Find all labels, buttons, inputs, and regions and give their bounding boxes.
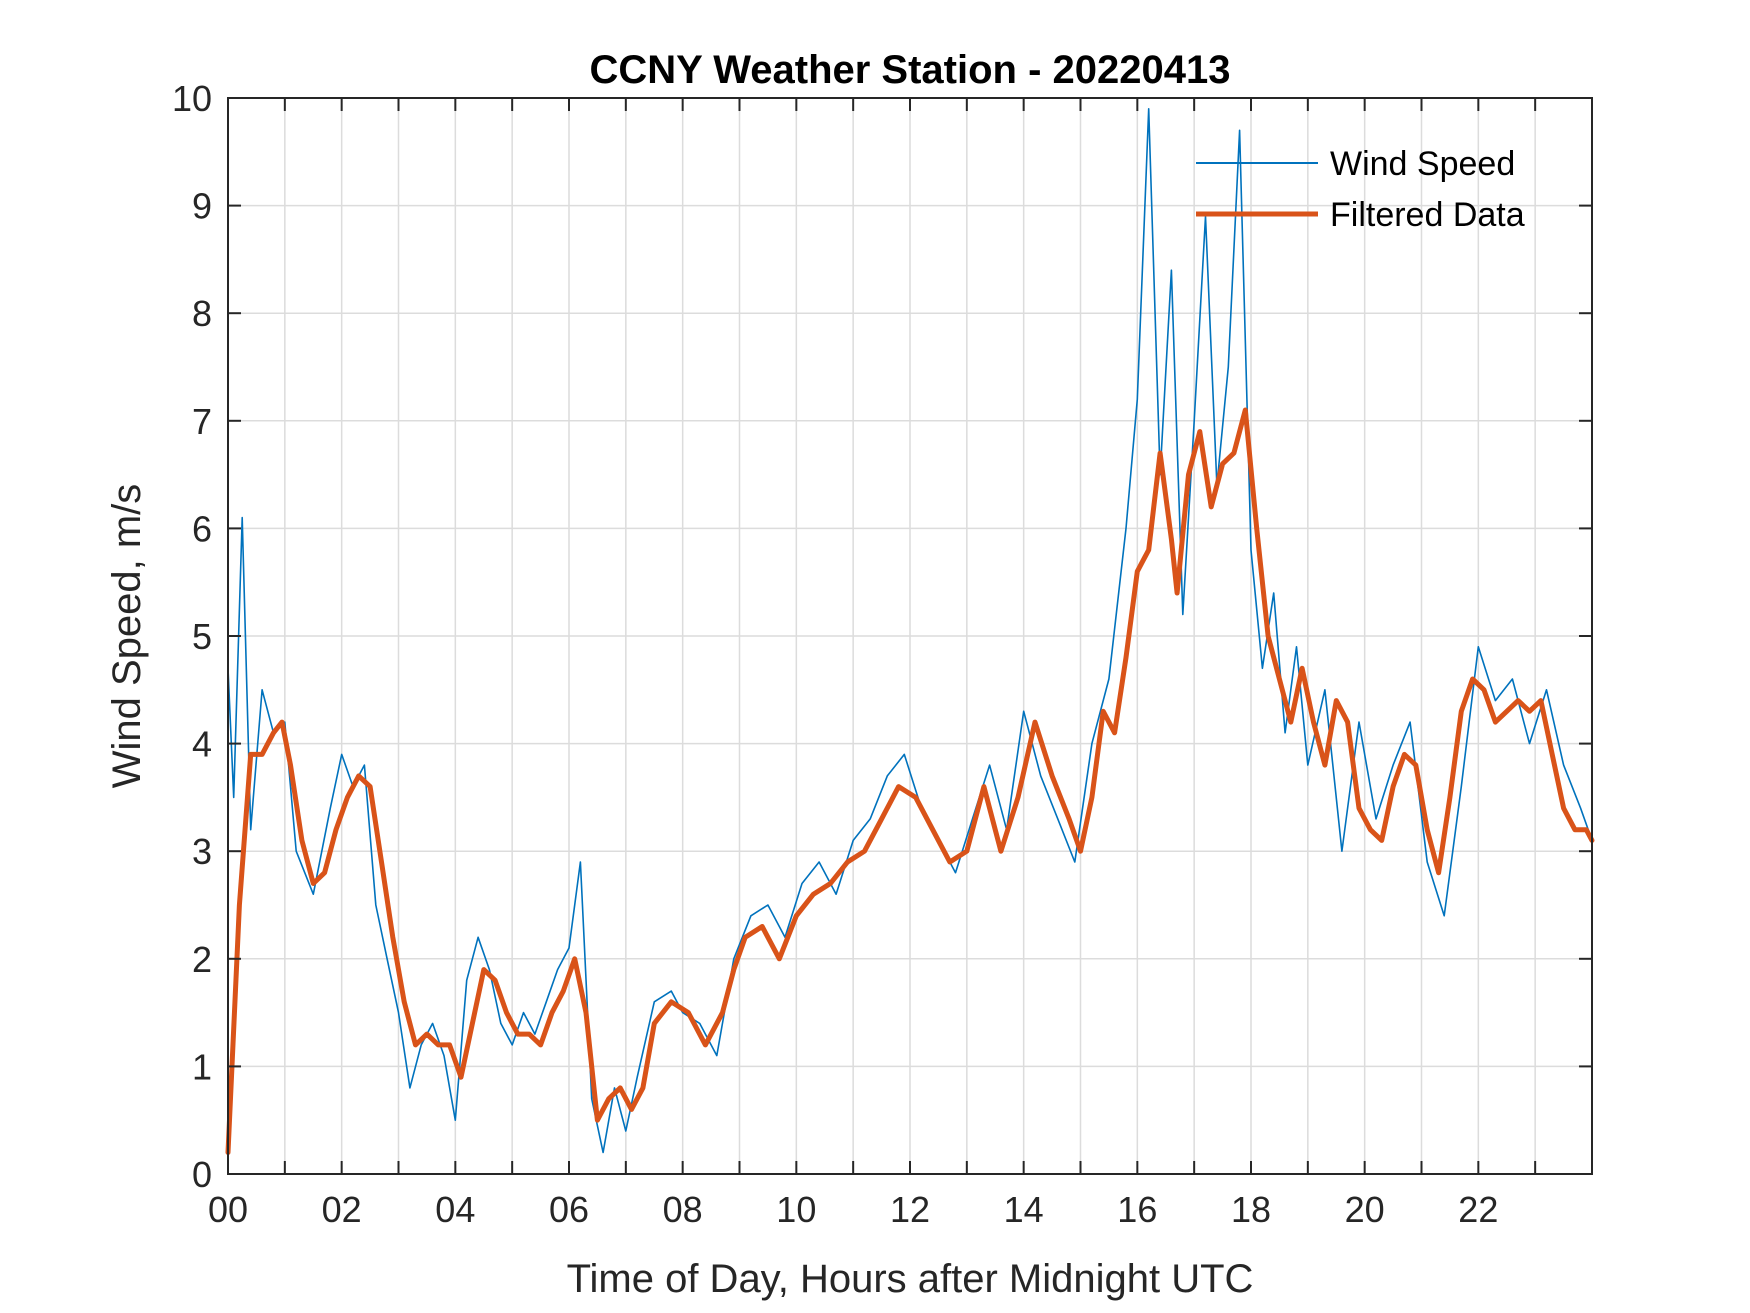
y-tick-label: 4: [192, 724, 212, 765]
y-tick-label: 2: [192, 939, 212, 980]
x-tick-label: 10: [776, 1189, 816, 1230]
y-tick-label: 3: [192, 831, 212, 872]
x-tick-label: 14: [1004, 1189, 1044, 1230]
series-group: [225, 108, 1595, 1155]
series-line-wind-speed: [227, 108, 1593, 1154]
y-tick-label: 9: [192, 186, 212, 227]
y-tick-label: 1: [192, 1046, 212, 1087]
y-tick-label: 8: [192, 293, 212, 334]
x-tick-label: 08: [663, 1189, 703, 1230]
x-tick-label: 22: [1458, 1189, 1498, 1230]
x-tick-label: 12: [890, 1189, 930, 1230]
x-tick-label: 02: [322, 1189, 362, 1230]
x-tick-label: 00: [208, 1189, 248, 1230]
x-tick-label: 04: [435, 1189, 475, 1230]
legend-label-wind-speed: Wind Speed: [1330, 145, 1515, 183]
x-tick-label: 20: [1345, 1189, 1385, 1230]
x-tick-label: 18: [1231, 1189, 1271, 1230]
grid: [228, 98, 1592, 1174]
chart-title: CCNY Weather Station - 20220413: [590, 48, 1231, 92]
y-axis-label: Wind Speed, m/s: [105, 484, 149, 789]
y-tick-label: 10: [172, 78, 212, 119]
y-tick-label: 5: [192, 616, 212, 657]
legend: Wind Speed Filtered Data: [1196, 145, 1525, 234]
y-tick-label: 0: [192, 1154, 212, 1195]
x-axis-label: Time of Day, Hours after Midnight UTC: [567, 1257, 1254, 1301]
y-tick-label: 6: [192, 508, 212, 549]
x-tick-label: 16: [1117, 1189, 1157, 1230]
legend-label-filtered-data: Filtered Data: [1330, 196, 1525, 234]
y-tick-label: 7: [192, 401, 212, 442]
series-line-filtered-data: [225, 407, 1595, 1155]
x-tick-label: 06: [549, 1189, 589, 1230]
